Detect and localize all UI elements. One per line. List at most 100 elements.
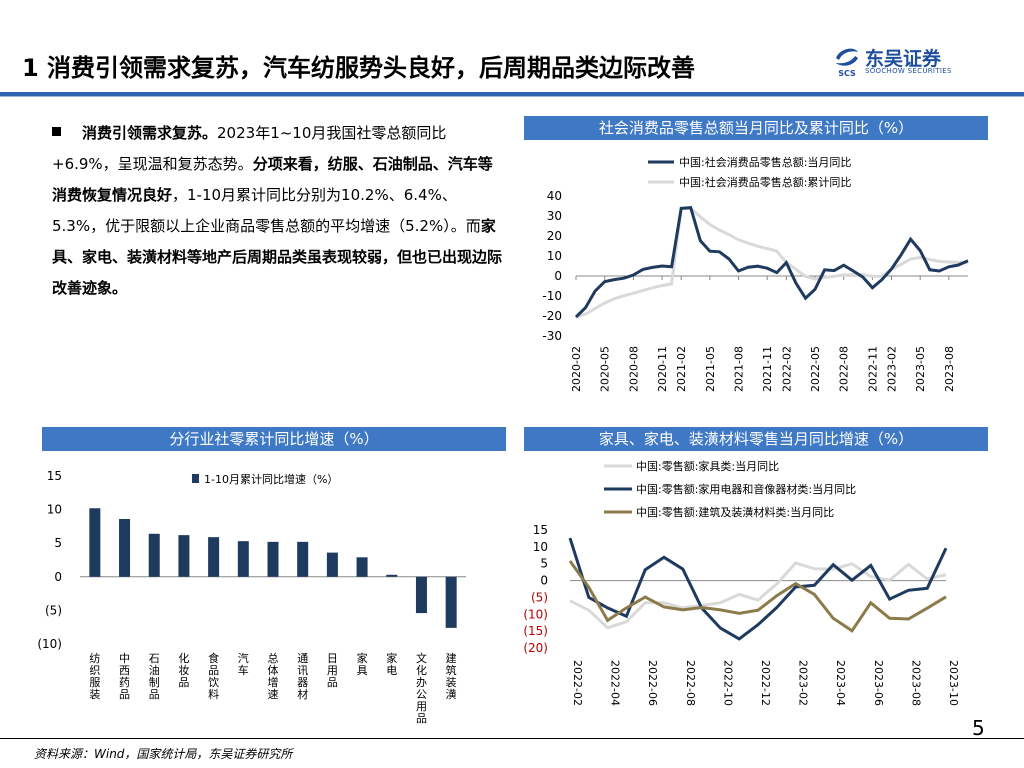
x-category-label: 食品饮料 bbox=[208, 651, 219, 701]
logo-en-text: SOOCHOW SECURITIES bbox=[865, 67, 952, 75]
bar-3 bbox=[178, 535, 190, 577]
x-tick-label: 2023-04 bbox=[834, 660, 847, 706]
x-tick-label: 2022-08 bbox=[838, 346, 851, 392]
bar-2 bbox=[148, 533, 160, 577]
x-tick-label: 2022-06 bbox=[646, 660, 659, 706]
bar-7 bbox=[297, 541, 309, 577]
y-tick-label: (10) bbox=[523, 607, 548, 621]
bar-4 bbox=[208, 537, 220, 577]
home-related-line-chart: 15 10 5 0 (5) (10) (15) (20) 2022-02 2022-04 2022-… bbox=[523, 459, 960, 706]
y-tick-label: 30 bbox=[547, 209, 562, 223]
x-tick-label: 2023-06 bbox=[872, 660, 885, 706]
x-tick-label: 2021-08 bbox=[733, 346, 746, 392]
logo-cn-text: 东吴证券 bbox=[865, 48, 942, 70]
bullet-square-icon bbox=[52, 127, 61, 136]
x-tick-label: 2022-05 bbox=[809, 346, 822, 392]
x-tick-label: 2023-02 bbox=[886, 346, 899, 392]
summary-text-1: 2023年1~10月我国社零总额同比+6.9%，呈现温和复苏态势。 bbox=[52, 124, 447, 173]
y-tick-label: 15 bbox=[47, 469, 62, 483]
x-tick-label: 2020-11 bbox=[656, 346, 669, 392]
brand-logo: SCS 东吴证券 SOOCHOW SECURITIES bbox=[832, 44, 982, 80]
x-category-label: 化妆品 bbox=[178, 651, 189, 689]
chart2-title-bar: 分行业社零累计同比增速（%） bbox=[42, 427, 506, 451]
legend-label: 中国:零售额:家具类:当月同比 bbox=[636, 459, 779, 473]
x-tick-label: 2022-02 bbox=[780, 346, 793, 392]
y-tick-label: 0 bbox=[54, 570, 62, 584]
y-tick-label: 5 bbox=[54, 536, 62, 550]
y-tick-label: -20 bbox=[542, 309, 562, 323]
x-category-label: 汽车 bbox=[238, 651, 249, 677]
x-category-label: 石油制品 bbox=[149, 652, 160, 701]
x-tick-label: 2023-02 bbox=[797, 660, 810, 706]
logo-mark-icon: SCS bbox=[836, 48, 858, 78]
x-tick-label: 2022-08 bbox=[684, 660, 697, 706]
y-tick-label: (20) bbox=[523, 641, 548, 655]
x-category-label: 通讯器材 bbox=[297, 652, 308, 701]
page-number: 5 bbox=[972, 716, 985, 740]
bar-8 bbox=[326, 552, 338, 577]
header-divider bbox=[0, 92, 1024, 96]
chart1-title-bar: 社会消费品零售总额当月同比及累计同比（%） bbox=[524, 116, 988, 140]
y-tick-label: 10 bbox=[533, 540, 548, 554]
legend-label: 中国:社会消费品零售总额:当月同比 bbox=[679, 155, 851, 169]
x-tick-label: 2020-05 bbox=[599, 346, 612, 392]
x-category-label: 文化办公用品 bbox=[416, 651, 427, 725]
series-cumulative-line bbox=[575, 206, 969, 319]
y-tick-label: 40 bbox=[547, 189, 562, 203]
footer-divider bbox=[0, 738, 1024, 739]
x-tick-label: 2022-02 bbox=[571, 660, 584, 706]
x-tick-label: 2022-04 bbox=[609, 660, 622, 706]
y-tick-label: 10 bbox=[47, 503, 62, 517]
x-tick-label: 2022-12 bbox=[759, 660, 772, 706]
legend-swatch bbox=[192, 474, 199, 483]
bar-12 bbox=[445, 576, 457, 628]
chart3-title-bar: 家具、家电、装潢材料零售当月同比增速（%） bbox=[524, 427, 988, 451]
bar-6 bbox=[267, 541, 279, 577]
x-category-label: 家电 bbox=[386, 651, 397, 677]
x-category-label: 日用品 bbox=[327, 652, 338, 689]
x-category-label: 总体增速 bbox=[268, 651, 279, 701]
x-category-label: 中西药品 bbox=[119, 652, 130, 701]
x-category-label: 建筑装潢 bbox=[446, 651, 457, 701]
source-note: 资料来源：Wind，国家统计局，东吴证券研究所 bbox=[34, 747, 293, 761]
logo-mark-text: SCS bbox=[838, 69, 856, 78]
summary-bold-2: 分项来看，纺服、石油制品、汽车等消费恢复情况良好 bbox=[52, 155, 493, 204]
bar-5 bbox=[237, 541, 249, 577]
x-category-label: 纺织服装 bbox=[89, 651, 100, 701]
header-divider-light bbox=[0, 96, 1024, 97]
summary-paragraph: 消费引领需求复苏。2023年1~10月我国社零总额同比+6.9%，呈现温和复苏态… bbox=[52, 118, 502, 304]
x-tick-label: 2021-05 bbox=[704, 346, 717, 392]
x-tick-label: 2023-10 bbox=[947, 660, 960, 706]
x-tick-label: 2020-02 bbox=[570, 346, 583, 392]
series-line-0 bbox=[569, 561, 947, 630]
y-tick-label: 15 bbox=[533, 523, 548, 537]
y-tick-label: (5) bbox=[531, 590, 548, 604]
x-tick-label: 2022-10 bbox=[721, 660, 734, 706]
summary-bold-1: 消费引领需求复苏。 bbox=[82, 124, 218, 142]
legend-label: 中国:社会消费品零售总额:累计同比 bbox=[679, 175, 851, 189]
y-tick-label: 10 bbox=[547, 249, 562, 263]
series-monthly-line bbox=[574, 206, 969, 319]
y-tick-label: (5) bbox=[45, 603, 62, 617]
bar-11 bbox=[415, 576, 427, 614]
bar-10 bbox=[386, 574, 398, 577]
x-tick-label: 2023-08 bbox=[909, 660, 922, 706]
y-tick-label: -30 bbox=[542, 329, 562, 343]
y-tick-label: 5 bbox=[540, 557, 548, 571]
page-title: 1 消费引领需求复苏，汽车纺服势头良好，后周期品类边际改善 bbox=[22, 54, 696, 82]
series-line-2 bbox=[568, 560, 947, 633]
x-tick-label: 2021-11 bbox=[761, 346, 774, 392]
y-tick-label: 20 bbox=[547, 229, 562, 243]
x-tick-label: 2021-02 bbox=[675, 346, 688, 392]
bar-1 bbox=[119, 519, 131, 577]
y-tick-label: -10 bbox=[542, 289, 562, 303]
y-tick-label: (15) bbox=[523, 624, 548, 638]
y-tick-label: 0 bbox=[554, 269, 562, 283]
legend-label: 中国:零售额:建筑及装潢材料类:当月同比 bbox=[636, 505, 834, 519]
y-tick-label: 0 bbox=[540, 574, 548, 588]
bar-9 bbox=[356, 557, 368, 577]
legend-label: 中国:零售额:家用电器和音像器材类:当月同比 bbox=[636, 482, 856, 496]
summary-bold-3: 家具、家电、装潢材料等地产后周期品类虽表现较弱，但也已出现边际改善迹象。 bbox=[52, 217, 503, 297]
x-tick-label: 2023-08 bbox=[943, 346, 956, 392]
legend-label: 1-10月累计同比增速（%） bbox=[204, 472, 338, 486]
